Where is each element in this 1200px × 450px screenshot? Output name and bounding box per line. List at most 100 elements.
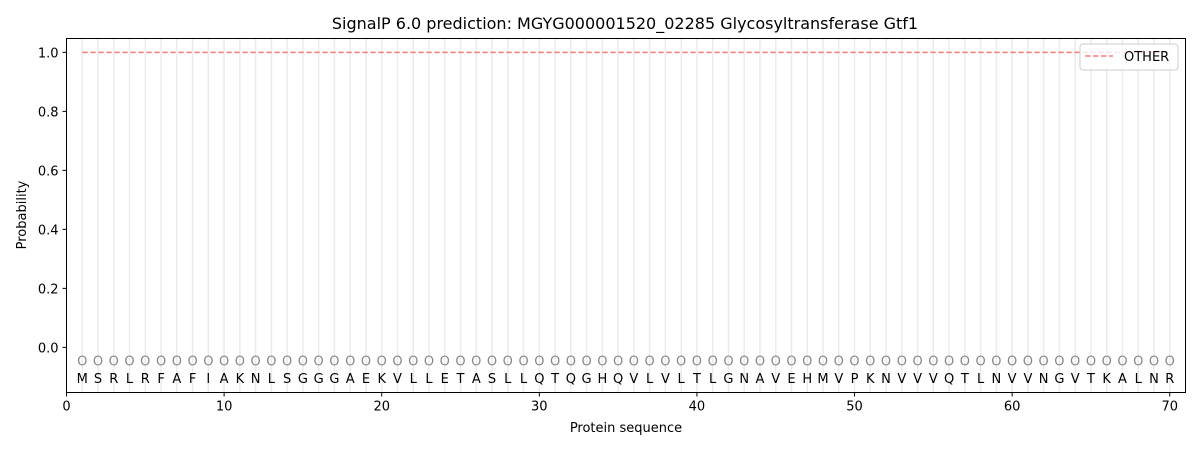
- prediction-label: O: [1117, 355, 1127, 370]
- prediction-label: O: [786, 355, 796, 370]
- legend-label-other: OTHER: [1124, 50, 1169, 65]
- residue-label: P: [851, 372, 859, 387]
- residue-label: K: [377, 372, 386, 387]
- prediction-label: O: [124, 355, 134, 370]
- residue-label: V: [834, 372, 843, 387]
- prediction-label: O: [471, 355, 481, 370]
- y-tick-label: 1.0: [38, 46, 59, 61]
- residue-label: L: [678, 372, 686, 387]
- prediction-label: O: [566, 355, 576, 370]
- prediction-label: O: [377, 355, 387, 370]
- residue-label: H: [802, 372, 812, 387]
- residue-label: I: [206, 372, 210, 387]
- x-tick-label: 10: [216, 400, 233, 415]
- residue-label: G: [582, 372, 592, 387]
- prediction-label: O: [597, 355, 607, 370]
- prediction-label: O: [928, 355, 938, 370]
- x-axis-label: Protein sequence: [570, 421, 682, 436]
- residue-label: V: [661, 372, 670, 387]
- residue-label: L: [709, 372, 717, 387]
- residue-label: G: [298, 372, 308, 387]
- residue-label: G: [314, 372, 324, 387]
- x-tick-label: 30: [531, 400, 548, 415]
- x-axis: 0 10 20 30 40 50 60 70: [62, 392, 1178, 415]
- residue-label: L: [268, 372, 276, 387]
- residue-label: F: [189, 372, 196, 387]
- residue-label: R: [141, 372, 150, 387]
- y-tick-label: 0.6: [38, 164, 59, 179]
- residue-label: E: [362, 372, 370, 387]
- residue-label: L: [520, 372, 528, 387]
- prediction-label: O: [944, 355, 954, 370]
- prediction-label: O: [739, 355, 749, 370]
- prediction-label: O: [77, 355, 87, 370]
- residue-label: K: [1102, 372, 1111, 387]
- residue-label: F: [157, 372, 164, 387]
- prediction-label: O: [975, 355, 985, 370]
- residue-label: G: [329, 372, 339, 387]
- prediction-label: O: [424, 355, 434, 370]
- prediction-label: O: [912, 355, 922, 370]
- y-tick-label: 0.2: [38, 282, 59, 297]
- prediction-label: O: [235, 355, 245, 370]
- y-tick-label: 0.0: [38, 341, 59, 356]
- residue-label: N: [1039, 372, 1049, 387]
- x-tick-label: 40: [689, 400, 706, 415]
- residue-label: V: [629, 372, 638, 387]
- residue-label: S: [488, 372, 496, 387]
- prediction-label: O: [408, 355, 418, 370]
- x-tick-label: 50: [846, 400, 863, 415]
- x-tick-label: 70: [1161, 400, 1178, 415]
- x-tick-label: 20: [373, 400, 390, 415]
- prediction-label: O: [1039, 355, 1049, 370]
- prediction-label: O: [251, 355, 261, 370]
- prediction-label: O: [1165, 355, 1175, 370]
- y-axis-label: Probability: [15, 180, 30, 249]
- residue-label: V: [393, 372, 402, 387]
- residue-label: L: [977, 372, 985, 387]
- prediction-label: O: [865, 355, 875, 370]
- prediction-label: O: [361, 355, 371, 370]
- prediction-label: O: [518, 355, 528, 370]
- prediction-label: O: [1007, 355, 1017, 370]
- residue-label: T: [550, 372, 559, 387]
- prediction-label: O: [455, 355, 465, 370]
- residue-label: A: [220, 372, 229, 387]
- prediction-label: O: [1054, 355, 1064, 370]
- residue-label: M: [77, 372, 88, 387]
- prediction-label: O: [960, 355, 970, 370]
- residue-label: L: [425, 372, 433, 387]
- prediction-label: O: [487, 355, 497, 370]
- y-axis: 0.0 0.2 0.4 0.6 0.8 1.0: [38, 46, 67, 356]
- chart-title: SignalP 6.0 prediction: MGYG000001520_02…: [332, 14, 918, 34]
- prediction-label: O: [219, 355, 229, 370]
- residue-label: S: [283, 372, 291, 387]
- residue-label: T: [456, 372, 465, 387]
- residue-label: L: [1135, 372, 1143, 387]
- residue-label: V: [913, 372, 922, 387]
- prediction-label: O: [818, 355, 828, 370]
- prediction-label: O: [534, 355, 544, 370]
- residue-label: E: [787, 372, 795, 387]
- residue-label: N: [992, 372, 1002, 387]
- residue-label: Q: [566, 372, 576, 387]
- prediction-label: O: [676, 355, 686, 370]
- prediction-label: O: [314, 355, 324, 370]
- residue-label: T: [1086, 372, 1095, 387]
- residue-label: Q: [534, 372, 544, 387]
- plot-frame: [66, 38, 1186, 393]
- residue-label: N: [1149, 372, 1159, 387]
- prediction-label: O: [203, 355, 213, 370]
- residue-label: L: [646, 372, 654, 387]
- residue-label: T: [960, 372, 969, 387]
- residue-label: E: [441, 372, 449, 387]
- prediction-label: O: [802, 355, 812, 370]
- prediction-label: O: [708, 355, 718, 370]
- prediction-label: O: [692, 355, 702, 370]
- residue-label: V: [1071, 372, 1080, 387]
- residue-label: V: [1008, 372, 1017, 387]
- residue-label: K: [866, 372, 875, 387]
- prediction-label: O: [771, 355, 781, 370]
- residue-label: A: [472, 372, 481, 387]
